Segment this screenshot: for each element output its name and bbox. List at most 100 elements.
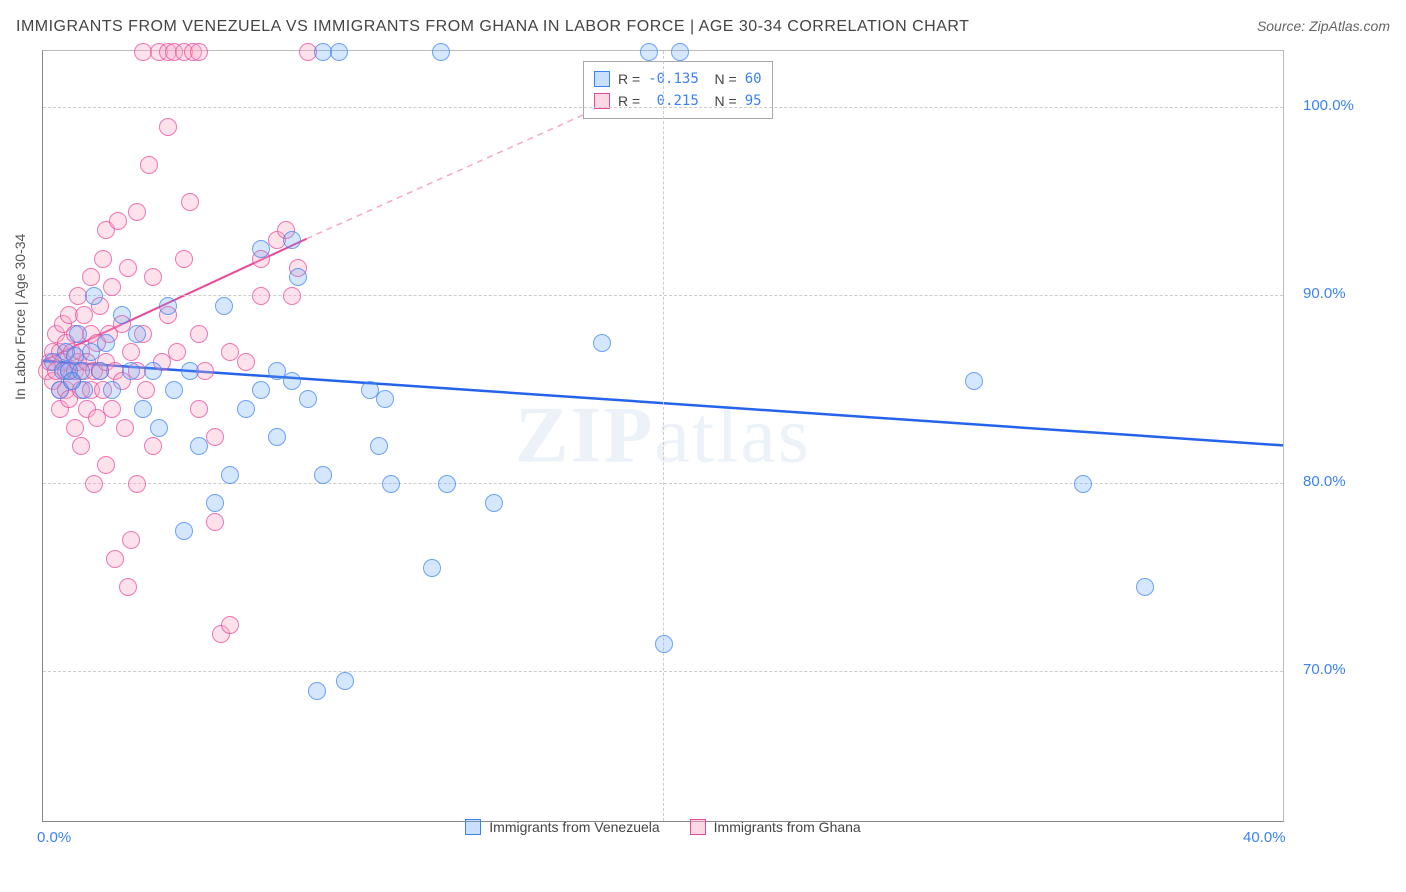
data-point bbox=[1136, 578, 1154, 596]
data-point bbox=[106, 550, 124, 568]
data-point bbox=[382, 475, 400, 493]
data-point bbox=[215, 297, 233, 315]
data-point bbox=[140, 156, 158, 174]
data-point bbox=[268, 428, 286, 446]
y-axis-label: In Labor Force | Age 30-34 bbox=[12, 234, 28, 400]
data-point bbox=[103, 381, 121, 399]
legend-item: Immigrants from Venezuela bbox=[465, 819, 659, 835]
data-point bbox=[190, 400, 208, 418]
data-point bbox=[109, 212, 127, 230]
data-point bbox=[206, 513, 224, 531]
data-point bbox=[113, 306, 131, 324]
data-point bbox=[159, 118, 177, 136]
data-point bbox=[116, 419, 134, 437]
y-tick-label: 90.0% bbox=[1303, 285, 1346, 302]
data-point bbox=[181, 193, 199, 211]
data-point bbox=[165, 381, 183, 399]
legend-label: Immigrants from Ghana bbox=[714, 819, 861, 835]
data-point bbox=[175, 250, 193, 268]
data-point bbox=[128, 203, 146, 221]
data-point bbox=[128, 325, 146, 343]
stat-r-label: R = bbox=[618, 90, 640, 112]
x-tick-label: 40.0% bbox=[1243, 829, 1286, 846]
data-point bbox=[97, 334, 115, 352]
data-point bbox=[97, 456, 115, 474]
stat-n-label: N = bbox=[707, 90, 737, 112]
data-point bbox=[308, 682, 326, 700]
title-bar: IMMIGRANTS FROM VENEZUELA VS IMMIGRANTS … bbox=[16, 18, 1390, 42]
data-point bbox=[283, 231, 301, 249]
data-point bbox=[206, 494, 224, 512]
data-point bbox=[965, 372, 983, 390]
data-point bbox=[196, 362, 214, 380]
data-point bbox=[370, 437, 388, 455]
data-point bbox=[128, 475, 146, 493]
data-point bbox=[438, 475, 456, 493]
y-tick-label: 80.0% bbox=[1303, 473, 1346, 490]
data-point bbox=[72, 437, 90, 455]
data-point bbox=[144, 362, 162, 380]
data-point bbox=[181, 362, 199, 380]
data-point bbox=[655, 635, 673, 653]
data-point bbox=[122, 362, 140, 380]
data-point bbox=[168, 343, 186, 361]
data-point bbox=[640, 43, 658, 61]
data-point bbox=[66, 419, 84, 437]
watermark-prefix: ZIP bbox=[515, 392, 654, 480]
data-point bbox=[190, 437, 208, 455]
data-point bbox=[91, 362, 109, 380]
y-tick-label: 70.0% bbox=[1303, 661, 1346, 678]
data-point bbox=[137, 381, 155, 399]
data-point bbox=[330, 43, 348, 61]
chart-title: IMMIGRANTS FROM VENEZUELA VS IMMIGRANTS … bbox=[16, 18, 969, 35]
stat-row: R = 0.215 N = 95 bbox=[594, 90, 762, 112]
data-point bbox=[485, 494, 503, 512]
data-point bbox=[144, 268, 162, 286]
data-point bbox=[144, 437, 162, 455]
data-point bbox=[252, 381, 270, 399]
stat-n-label: N = bbox=[707, 68, 737, 90]
data-point bbox=[237, 400, 255, 418]
data-point bbox=[134, 400, 152, 418]
data-point bbox=[122, 343, 140, 361]
y-tick-label: 100.0% bbox=[1303, 97, 1354, 114]
data-point bbox=[150, 419, 168, 437]
stat-row: R = -0.135 N = 60 bbox=[594, 68, 762, 90]
data-point bbox=[1074, 475, 1092, 493]
stat-n-value: 60 bbox=[745, 68, 762, 90]
data-point bbox=[69, 325, 87, 343]
data-point bbox=[190, 43, 208, 61]
data-point bbox=[103, 400, 121, 418]
data-point bbox=[85, 475, 103, 493]
legend-swatch bbox=[594, 71, 610, 87]
data-point bbox=[190, 325, 208, 343]
data-point bbox=[103, 278, 121, 296]
data-point bbox=[94, 250, 112, 268]
source-label: Source: ZipAtlas.com bbox=[1257, 18, 1390, 34]
data-point bbox=[283, 372, 301, 390]
x-tick-label: 0.0% bbox=[37, 829, 71, 846]
data-point bbox=[237, 353, 255, 371]
data-point bbox=[252, 240, 270, 258]
data-point bbox=[252, 287, 270, 305]
data-point bbox=[314, 466, 332, 484]
data-point bbox=[119, 259, 137, 277]
data-point bbox=[289, 268, 307, 286]
data-point bbox=[376, 390, 394, 408]
data-point bbox=[82, 268, 100, 286]
stat-legend-box: R = -0.135 N = 60R = 0.215 N = 95 bbox=[583, 61, 773, 119]
legend-item: Immigrants from Ghana bbox=[690, 819, 861, 835]
legend-swatch bbox=[690, 819, 706, 835]
data-point bbox=[221, 466, 239, 484]
chart-container: IMMIGRANTS FROM VENEZUELA VS IMMIGRANTS … bbox=[0, 0, 1406, 892]
data-point bbox=[671, 43, 689, 61]
data-point bbox=[75, 381, 93, 399]
data-point bbox=[432, 43, 450, 61]
data-point bbox=[593, 334, 611, 352]
data-point bbox=[122, 531, 140, 549]
data-point bbox=[283, 287, 301, 305]
stat-r-label: R = bbox=[618, 68, 640, 90]
data-point bbox=[85, 287, 103, 305]
data-point bbox=[299, 390, 317, 408]
data-point bbox=[221, 616, 239, 634]
